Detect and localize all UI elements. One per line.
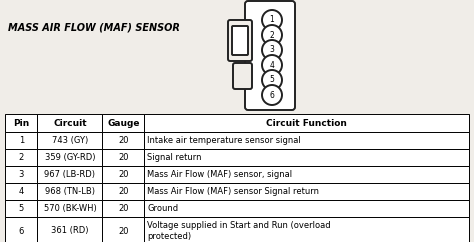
Bar (102, 149, 144, 166)
Text: 20: 20 (118, 187, 128, 196)
Text: 1: 1 (18, 136, 24, 145)
Text: 3: 3 (270, 45, 274, 54)
Text: Mass Air Flow (MAF) sensor Signal return: Mass Air Flow (MAF) sensor Signal return (147, 187, 319, 196)
Text: 6: 6 (18, 227, 24, 235)
Text: 5: 5 (18, 204, 24, 213)
FancyBboxPatch shape (245, 1, 295, 110)
Text: 4: 4 (270, 60, 274, 69)
Bar (144, 200, 469, 217)
Text: Ground: Ground (147, 204, 178, 213)
Bar (5, 166, 37, 183)
Text: Mass Air Flow (MAF) sensor, signal: Mass Air Flow (MAF) sensor, signal (147, 170, 292, 179)
Text: 20: 20 (118, 204, 128, 213)
Text: 5: 5 (270, 76, 274, 84)
Bar (37, 200, 102, 217)
Bar (5, 132, 37, 149)
Text: 967 (LB-RD): 967 (LB-RD) (45, 170, 95, 179)
Circle shape (262, 40, 282, 60)
Bar (144, 183, 469, 200)
Text: Signal return: Signal return (147, 153, 202, 162)
Text: Circuit: Circuit (53, 119, 87, 128)
Text: 20: 20 (118, 153, 128, 162)
Circle shape (262, 10, 282, 30)
Text: 1: 1 (270, 15, 274, 24)
Bar (102, 166, 144, 183)
Bar (102, 114, 144, 132)
Bar (144, 166, 469, 183)
Text: 3: 3 (18, 170, 24, 179)
Bar (144, 114, 469, 132)
Bar (144, 149, 469, 166)
Bar (37, 132, 102, 149)
Bar (5, 149, 37, 166)
Bar (102, 200, 144, 217)
Circle shape (262, 25, 282, 45)
Text: 570 (BK-WH): 570 (BK-WH) (44, 204, 96, 213)
Bar (5, 114, 37, 132)
Text: 2: 2 (270, 30, 274, 39)
Bar (37, 217, 102, 242)
Bar (102, 217, 144, 242)
Text: 6: 6 (270, 91, 274, 99)
FancyBboxPatch shape (232, 26, 248, 55)
Text: Voltage supplied in Start and Run (overload
protected): Voltage supplied in Start and Run (overl… (147, 221, 331, 241)
Bar (102, 183, 144, 200)
Text: Gauge: Gauge (107, 119, 139, 128)
Text: Circuit Function: Circuit Function (266, 119, 347, 128)
Bar (5, 217, 37, 242)
Text: 2: 2 (18, 153, 24, 162)
Text: 968 (TN-LB): 968 (TN-LB) (45, 187, 95, 196)
Text: 20: 20 (118, 227, 128, 235)
Bar (102, 132, 144, 149)
Text: Pin: Pin (13, 119, 29, 128)
Circle shape (262, 70, 282, 90)
FancyBboxPatch shape (233, 63, 252, 89)
Text: 743 (GY): 743 (GY) (52, 136, 88, 145)
Text: 20: 20 (118, 170, 128, 179)
Bar (5, 200, 37, 217)
Bar (5, 183, 37, 200)
Text: 20: 20 (118, 136, 128, 145)
Bar (37, 149, 102, 166)
Text: 4: 4 (18, 187, 24, 196)
Circle shape (262, 55, 282, 75)
Text: Intake air temperature sensor signal: Intake air temperature sensor signal (147, 136, 301, 145)
Text: 359 (GY-RD): 359 (GY-RD) (45, 153, 95, 162)
Bar (144, 217, 469, 242)
Text: 361 (RD): 361 (RD) (51, 227, 89, 235)
Bar (37, 183, 102, 200)
Text: MASS AIR FLOW (MAF) SENSOR: MASS AIR FLOW (MAF) SENSOR (8, 22, 180, 32)
FancyBboxPatch shape (228, 20, 252, 61)
Circle shape (262, 85, 282, 105)
Bar (144, 132, 469, 149)
Bar (37, 166, 102, 183)
Bar (37, 114, 102, 132)
